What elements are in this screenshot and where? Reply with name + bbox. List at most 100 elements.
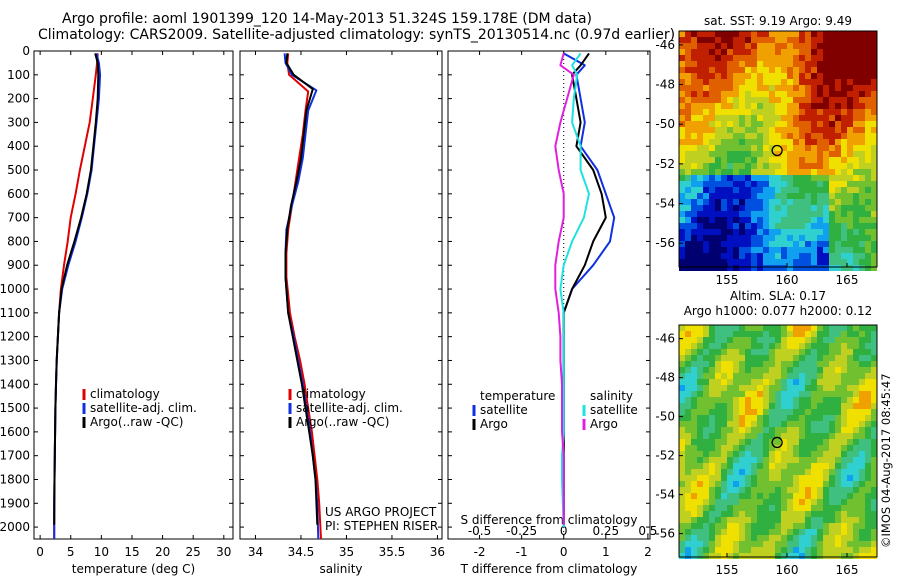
map-cell (703, 157, 709, 163)
map-cell (733, 385, 739, 391)
map-cell (715, 367, 721, 373)
map-cell (799, 361, 805, 367)
map-cell (829, 493, 835, 499)
map-cell (763, 367, 769, 373)
map-cell (811, 445, 817, 451)
map-cell (679, 37, 685, 43)
map-cell (835, 463, 841, 469)
map-cell (691, 517, 697, 523)
map-cell (775, 373, 781, 379)
map-cell (775, 67, 781, 73)
map-cell (745, 517, 751, 523)
map-cell (811, 211, 817, 217)
map-cell (733, 349, 739, 355)
map-cell (757, 433, 763, 439)
map-cell (751, 73, 757, 79)
map-cell (745, 415, 751, 421)
map-cell (739, 85, 745, 91)
map-cell (853, 43, 859, 49)
sst_map-frame (678, 30, 878, 268)
map-cell (871, 481, 877, 487)
map-cell (835, 265, 841, 271)
map-cell (745, 469, 751, 475)
map-cell (835, 79, 841, 85)
map-cell (757, 331, 763, 337)
map-cell (691, 31, 697, 37)
map-cell (739, 529, 745, 535)
map-cell (679, 415, 685, 421)
map-cell (859, 439, 865, 445)
map-cell (721, 43, 727, 49)
map-cell (835, 103, 841, 109)
map-cell (871, 235, 877, 241)
map-cell (727, 145, 733, 151)
map-cell (793, 505, 799, 511)
map-cell (745, 265, 751, 271)
map-cell (823, 247, 829, 253)
map-cell (679, 439, 685, 445)
map-cell (739, 481, 745, 487)
map-cell (715, 481, 721, 487)
map-cell (811, 427, 817, 433)
map-cell (841, 415, 847, 421)
map-cell (685, 493, 691, 499)
map-cell (811, 463, 817, 469)
map-cell (817, 79, 823, 85)
map-cell (721, 337, 727, 343)
map-cell (757, 235, 763, 241)
map-cell (715, 325, 721, 331)
map-cell (721, 97, 727, 103)
map-cell (727, 361, 733, 367)
map-cell (829, 535, 835, 541)
map-cell (763, 151, 769, 157)
map-cell (823, 457, 829, 463)
map-cell (829, 355, 835, 361)
map-cell (817, 385, 823, 391)
map-cell (775, 73, 781, 79)
map-cell (769, 157, 775, 163)
map-cell (679, 217, 685, 223)
map-cell (859, 121, 865, 127)
map-cell (829, 517, 835, 523)
map-cell (691, 133, 697, 139)
map-cell (817, 445, 823, 451)
map-cell (691, 325, 697, 331)
map-cell (799, 373, 805, 379)
map-cell (679, 379, 685, 385)
map-cell (811, 253, 817, 259)
map-cell (733, 415, 739, 421)
map-cell (799, 505, 805, 511)
map-cell (859, 409, 865, 415)
map-cell (799, 205, 805, 211)
map-cell (721, 547, 727, 553)
map-cell (709, 421, 715, 427)
map-cell (805, 421, 811, 427)
map-cell (871, 229, 877, 235)
map-cell (829, 175, 835, 181)
map-cell (793, 373, 799, 379)
map-cell (685, 79, 691, 85)
map-cell (721, 91, 727, 97)
map-cell (841, 421, 847, 427)
map-cell (859, 175, 865, 181)
map-cell (751, 37, 757, 43)
map-cell (709, 37, 715, 43)
map-cell (859, 235, 865, 241)
map-cell (685, 37, 691, 43)
map-cell (709, 535, 715, 541)
map-cell (823, 115, 829, 121)
map-cell (697, 85, 703, 91)
map-cell (721, 415, 727, 421)
map-cell (745, 241, 751, 247)
x-tick-label: 36 (430, 545, 445, 559)
map-cell (703, 517, 709, 523)
map-cell (835, 181, 841, 187)
map-cell (715, 463, 721, 469)
map-cell (781, 439, 787, 445)
map-cell (763, 409, 769, 415)
map-cell (847, 127, 853, 133)
map-cell (841, 217, 847, 223)
map-cell (823, 37, 829, 43)
map-cell (817, 223, 823, 229)
map-cell (799, 127, 805, 133)
